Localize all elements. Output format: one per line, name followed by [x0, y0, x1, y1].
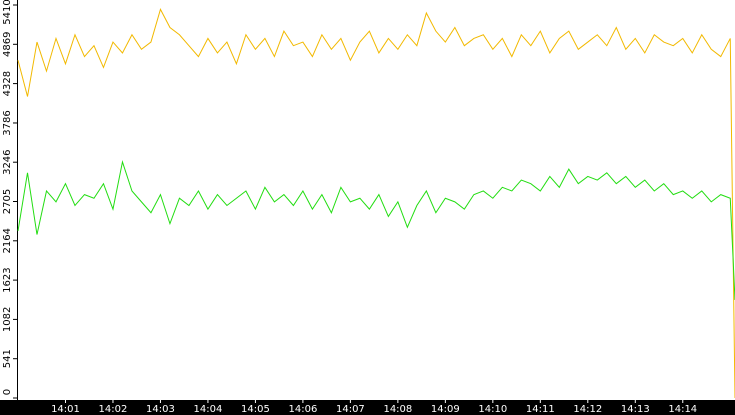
x-tick-label: 14:04 [194, 404, 223, 415]
y-tick-label: 1623 [2, 267, 13, 292]
y-tick-label: 541 [2, 349, 13, 368]
x-tick-label: 14:07 [336, 404, 365, 415]
x-axis-band [0, 400, 735, 415]
series-line [17, 8, 735, 399]
series-line [17, 159, 735, 300]
x-tick-label: 14:01 [51, 404, 80, 415]
x-tick-label: 14:11 [526, 404, 555, 415]
y-tick-label: 2164 [2, 228, 13, 253]
y-tick-label: 0 [2, 389, 13, 395]
y-tick-label: 2705 [2, 189, 13, 214]
x-tick-label: 14:08 [383, 404, 412, 415]
y-tick-label: 1082 [2, 307, 13, 332]
x-tick-label: 14:14 [668, 404, 697, 415]
y-tick-label: 3246 [2, 149, 13, 174]
y-tick-label: 3786 [2, 110, 13, 135]
x-tick-label: 14:12 [573, 404, 602, 415]
y-tick-label: 5410 [2, 0, 13, 25]
x-tick-label: 14:09 [431, 404, 460, 415]
y-tick-label: 4869 [2, 32, 13, 57]
y-tick-label: 4328 [2, 71, 13, 96]
x-tick-label: 14:05 [241, 404, 270, 415]
x-tick-label: 14:13 [621, 404, 650, 415]
x-tick-label: 14:03 [146, 404, 175, 415]
x-tick-label: 14:06 [288, 404, 317, 415]
x-tick-label: 14:02 [99, 404, 128, 415]
x-tick-label: 14:10 [478, 404, 507, 415]
